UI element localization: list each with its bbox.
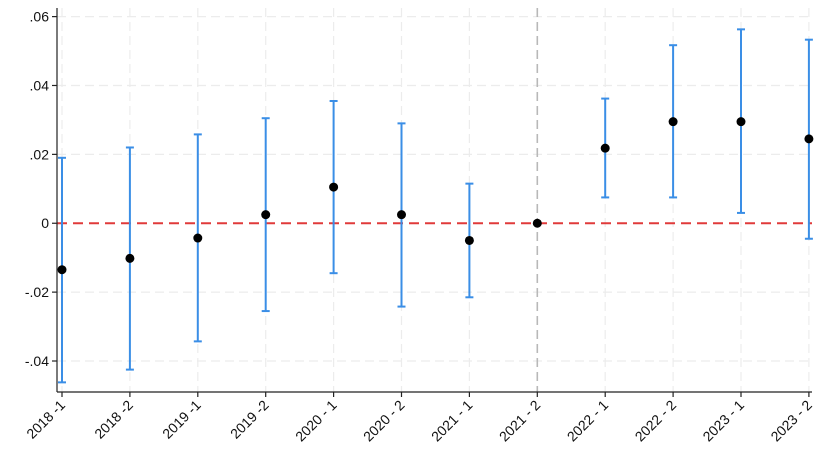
point-estimate [397, 210, 406, 220]
y-tick-label: .06 [30, 9, 50, 25]
y-tick-label: -.02 [25, 284, 49, 300]
x-tick-label: 2023 - 2 [767, 397, 815, 445]
y-tick-label: -.04 [25, 353, 49, 369]
x-tick-label: 2020 - 2 [360, 397, 408, 445]
point-estimate [261, 210, 271, 220]
y-tick-label: .02 [30, 146, 50, 162]
point-estimate [464, 235, 474, 245]
x-tick-label: 2021 - 1 [428, 397, 476, 445]
point-estimate [329, 182, 339, 192]
x-tick-label: 2023 - 1 [699, 397, 747, 445]
error-bars [58, 28, 813, 384]
x-tick-label: 2022 - 1 [564, 397, 612, 445]
reference-lines [57, 8, 812, 392]
y-tick-label: 0 [41, 215, 49, 231]
axes [52, 8, 812, 397]
x-tick-label: 2019 -1 [159, 397, 204, 442]
grid-layer [57, 8, 812, 392]
x-tick-label: 2018 -2 [91, 397, 136, 442]
point-estimate [125, 253, 135, 263]
point-estimate [668, 117, 678, 127]
x-tick-label: 2022 - 2 [632, 397, 680, 445]
x-tick-label: 2018 -1 [23, 397, 68, 442]
x-tick-label: 2021 - 2 [496, 397, 544, 445]
point-estimates [57, 117, 814, 275]
point-estimate [736, 117, 746, 127]
y-tick-label: .04 [30, 77, 50, 93]
point-estimate [804, 134, 814, 144]
point-estimate [193, 233, 203, 243]
x-tick-label: 2020 - 1 [292, 397, 340, 445]
tick-labels: -.04 -.02 0 .02 .04 .06 2018 -1 2018 -2 2019 -1 2… [23, 9, 815, 445]
point-estimate [57, 265, 67, 275]
point-estimate [600, 143, 610, 153]
point-estimate [532, 218, 542, 228]
x-tick-label: 2019 -2 [227, 397, 272, 442]
